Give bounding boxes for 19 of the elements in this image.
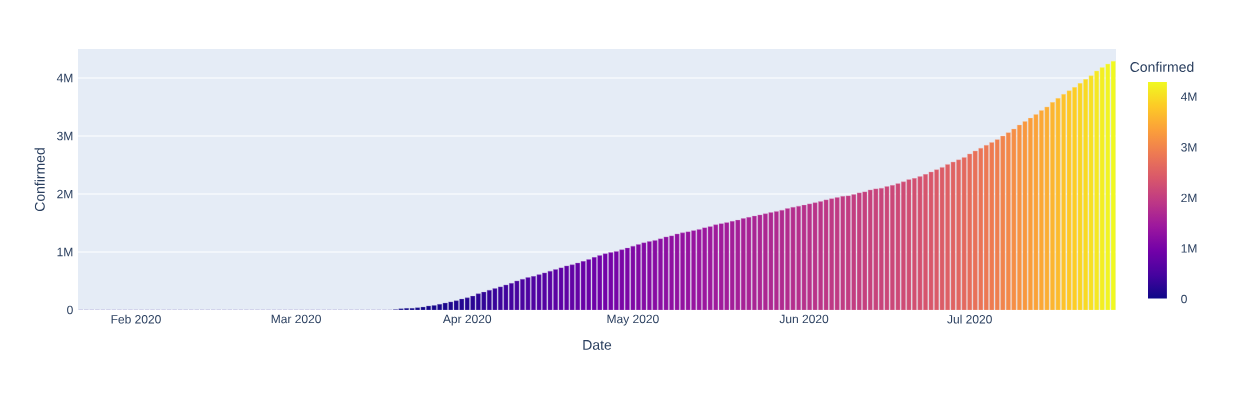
color-bar-label: 3M <box>1181 143 1197 152</box>
y-tick-label: 0 <box>67 305 73 315</box>
x-tick-label: Jul 2020 <box>947 314 992 324</box>
color-bar-label: 0 <box>1181 294 1187 304</box>
x-tick-label: Jun 2020 <box>779 314 829 324</box>
x-tick-label: Apr 2020 <box>442 314 492 326</box>
x-tick-label: May 2020 <box>607 314 659 326</box>
x-tick-label: Feb 2020 <box>111 314 161 324</box>
color-bar-title: Confirmed <box>1130 61 1194 72</box>
y-tick-label: 3M <box>57 131 73 141</box>
y-tick-label: 4M <box>56 73 73 83</box>
y-axis-title: Confirmed <box>34 148 45 212</box>
color-bar-label: 1M <box>1181 244 1197 253</box>
color-bar-label: 2M <box>1181 193 1197 203</box>
x-tick-label: Mar 2020 <box>271 314 321 324</box>
color-bar-label: 4M <box>1180 92 1197 101</box>
y-tick-label: 2M <box>57 189 73 199</box>
x-axis-title: Date <box>583 340 612 350</box>
y-tick-label: 1M <box>57 247 73 257</box>
